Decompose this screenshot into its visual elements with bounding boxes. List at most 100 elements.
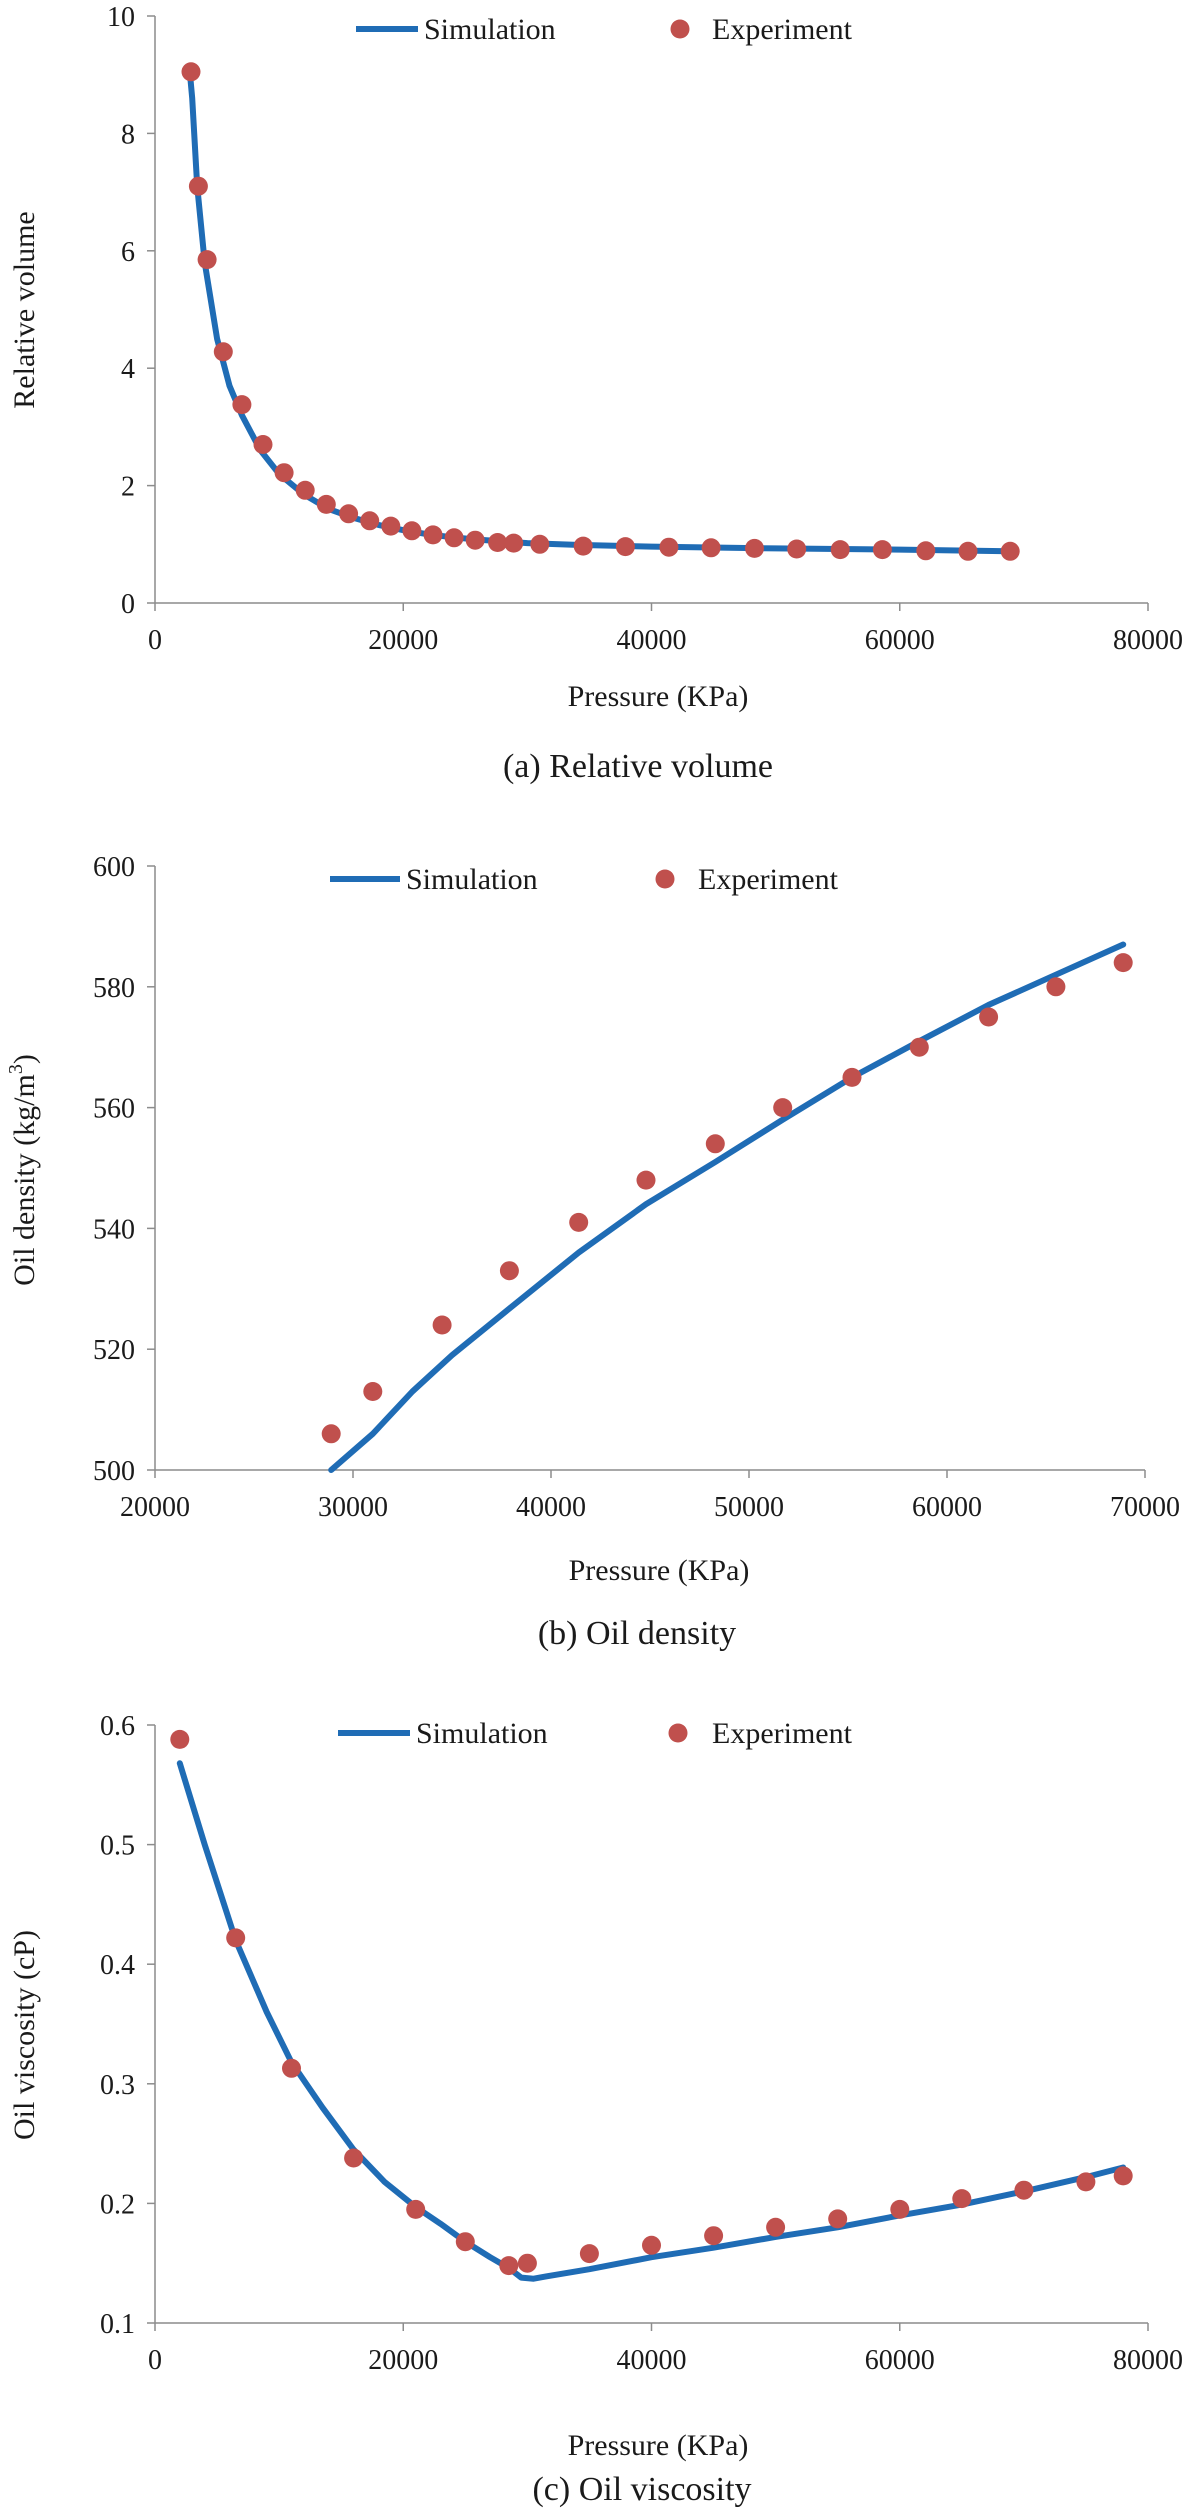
experiment-point <box>344 2148 364 2168</box>
experiment-point <box>274 463 294 483</box>
experiment-point <box>872 540 892 560</box>
experiment-point <box>579 2244 599 2264</box>
experiment-point <box>499 1261 519 1281</box>
panel-oil-density: 500 520 540 560 580 600 20000 30000 40000 50000 60… <box>5 852 1180 1652</box>
experiment-point <box>432 1315 452 1335</box>
experiment-point <box>659 537 679 557</box>
y-tick-label: 580 <box>93 973 135 1004</box>
experiment-point <box>504 533 524 553</box>
experiment-point <box>766 2217 786 2237</box>
experiment-point <box>197 250 217 270</box>
experiment-point <box>916 541 936 561</box>
simulation-line <box>176 1760 1127 2282</box>
experiment-point <box>499 2256 519 2276</box>
experiment-point <box>787 539 807 559</box>
y-tick-label: 540 <box>93 1214 135 1245</box>
y-tick-label: 560 <box>93 1094 135 1125</box>
experiment-point <box>423 525 443 545</box>
x-axis-title: Pressure (KPa) <box>568 680 749 713</box>
y-tick-label: 520 <box>93 1335 135 1366</box>
experiment-point <box>573 536 593 556</box>
y-tick-label: 0.3 <box>100 2070 135 2101</box>
experiment-point <box>465 530 485 550</box>
y-tick-label: 0.4 <box>100 1950 135 1981</box>
legend-experiment-marker <box>668 1723 688 1743</box>
experiment-point <box>1076 2172 1096 2192</box>
y-tick-label: 6 <box>121 237 135 268</box>
x-tick-label: 70000 <box>1110 1492 1180 1523</box>
simulation-line <box>186 68 1012 555</box>
legend-experiment-label: Experiment <box>698 863 839 896</box>
panel-oil-viscosity: 0.10.20.30.40.50.60 20000 40000 60000 80000 … <box>8 1711 1183 2508</box>
x-tick-label: 20000 <box>120 1492 190 1523</box>
legend-experiment-marker <box>655 869 675 889</box>
x-axis-title: Pressure (KPa) <box>569 1554 750 1587</box>
legend-experiment-label: Experiment <box>712 1717 853 1750</box>
experiment-point <box>890 2199 910 2219</box>
y-tick-label: 2 <box>121 472 135 503</box>
experiment-point <box>444 528 464 548</box>
x-tick-label: 60000 <box>912 1492 982 1523</box>
y-tick-label: 4 <box>121 354 135 385</box>
experiment-point <box>1000 541 1020 561</box>
experiment-point <box>188 176 208 196</box>
x-tick-label: 50000 <box>714 1492 784 1523</box>
experiment-point <box>828 2209 848 2229</box>
panel-caption: (a) Relative volume <box>503 748 773 785</box>
y-tick-label: 0 <box>121 589 135 620</box>
experiment-point <box>226 1928 246 1948</box>
experiment-point <box>181 62 201 82</box>
experiment-point <box>1014 2180 1034 2200</box>
x-tick-label: 0 <box>148 2345 162 2376</box>
y-tick-label: 0.6 <box>100 1711 135 1742</box>
experiment-point <box>636 1170 656 1190</box>
experiment-point <box>530 534 550 554</box>
x-axis-title: Pressure (KPa) <box>568 2429 749 2462</box>
y-axis-title-superscript: 3 <box>5 1064 27 1074</box>
panel-caption: (b) Oil density <box>538 1615 736 1652</box>
simulation-line <box>328 941 1127 1473</box>
experiment-point <box>745 538 764 558</box>
experiment-point <box>842 1067 862 1087</box>
legend-simulation-label: Simulation <box>424 13 556 46</box>
experiment-point <box>455 2232 475 2252</box>
x-tick-label: 20000 <box>368 2345 438 2376</box>
x-tick-label: 40000 <box>516 1492 586 1523</box>
y-tick-label: 0.2 <box>100 2189 135 2220</box>
y-tick-label: 0.5 <box>100 1831 135 1862</box>
legend-simulation-label: Simulation <box>406 863 538 896</box>
experiment-point <box>316 494 336 514</box>
panel-oil-viscosity-marks: 0.1 0.2 0.3 0.4 0.5 0.6 0 20000 40000 60000 80000 <box>100 1711 1183 2376</box>
experiment-point <box>295 480 315 500</box>
legend-simulation-label: Simulation <box>416 1717 548 1750</box>
legend-experiment-marker <box>670 19 690 39</box>
x-tick-label: 80000 <box>1113 2345 1183 2376</box>
experiment-point <box>569 1212 589 1232</box>
y-tick-label: 0.1 <box>100 2309 135 2340</box>
x-tick-label: 40000 <box>617 625 687 656</box>
x-tick-label: 60000 <box>865 625 935 656</box>
experiment-point <box>615 537 635 557</box>
experiment-point <box>363 1382 383 1401</box>
y-tick-label: 8 <box>121 119 135 150</box>
experiment-point <box>952 2189 972 2209</box>
x-tick-label: 20000 <box>368 625 438 656</box>
panel-relative-volume-marks: 0 2 4 6 8 10 0 20000 40000 60000 80000 <box>107 2 1183 656</box>
experiment-point <box>909 1037 929 1057</box>
experiment-point <box>642 2235 661 2255</box>
experiment-point <box>321 1424 341 1444</box>
x-tick-label: 80000 <box>1113 625 1183 656</box>
experiment-point <box>701 538 721 558</box>
x-tick-label: 60000 <box>865 2345 935 2376</box>
experiment-point <box>488 533 508 552</box>
y-tick-label: 600 <box>93 852 135 883</box>
panel-relative-volume: 0 2 4 6 8 10 0 20000 40000 60000 80000 Simulation … <box>8 2 1183 785</box>
experiment-point <box>979 1007 999 1027</box>
y-axis-title: Oil viscosity (cP) <box>8 1930 41 2140</box>
y-tick-label: 10 <box>107 2 135 33</box>
experiment-point <box>406 2199 426 2219</box>
legend: Simulation Experiment <box>338 1717 853 1750</box>
experiment-point <box>958 541 978 561</box>
panel-caption: (c) Oil viscosity <box>532 2471 751 2508</box>
